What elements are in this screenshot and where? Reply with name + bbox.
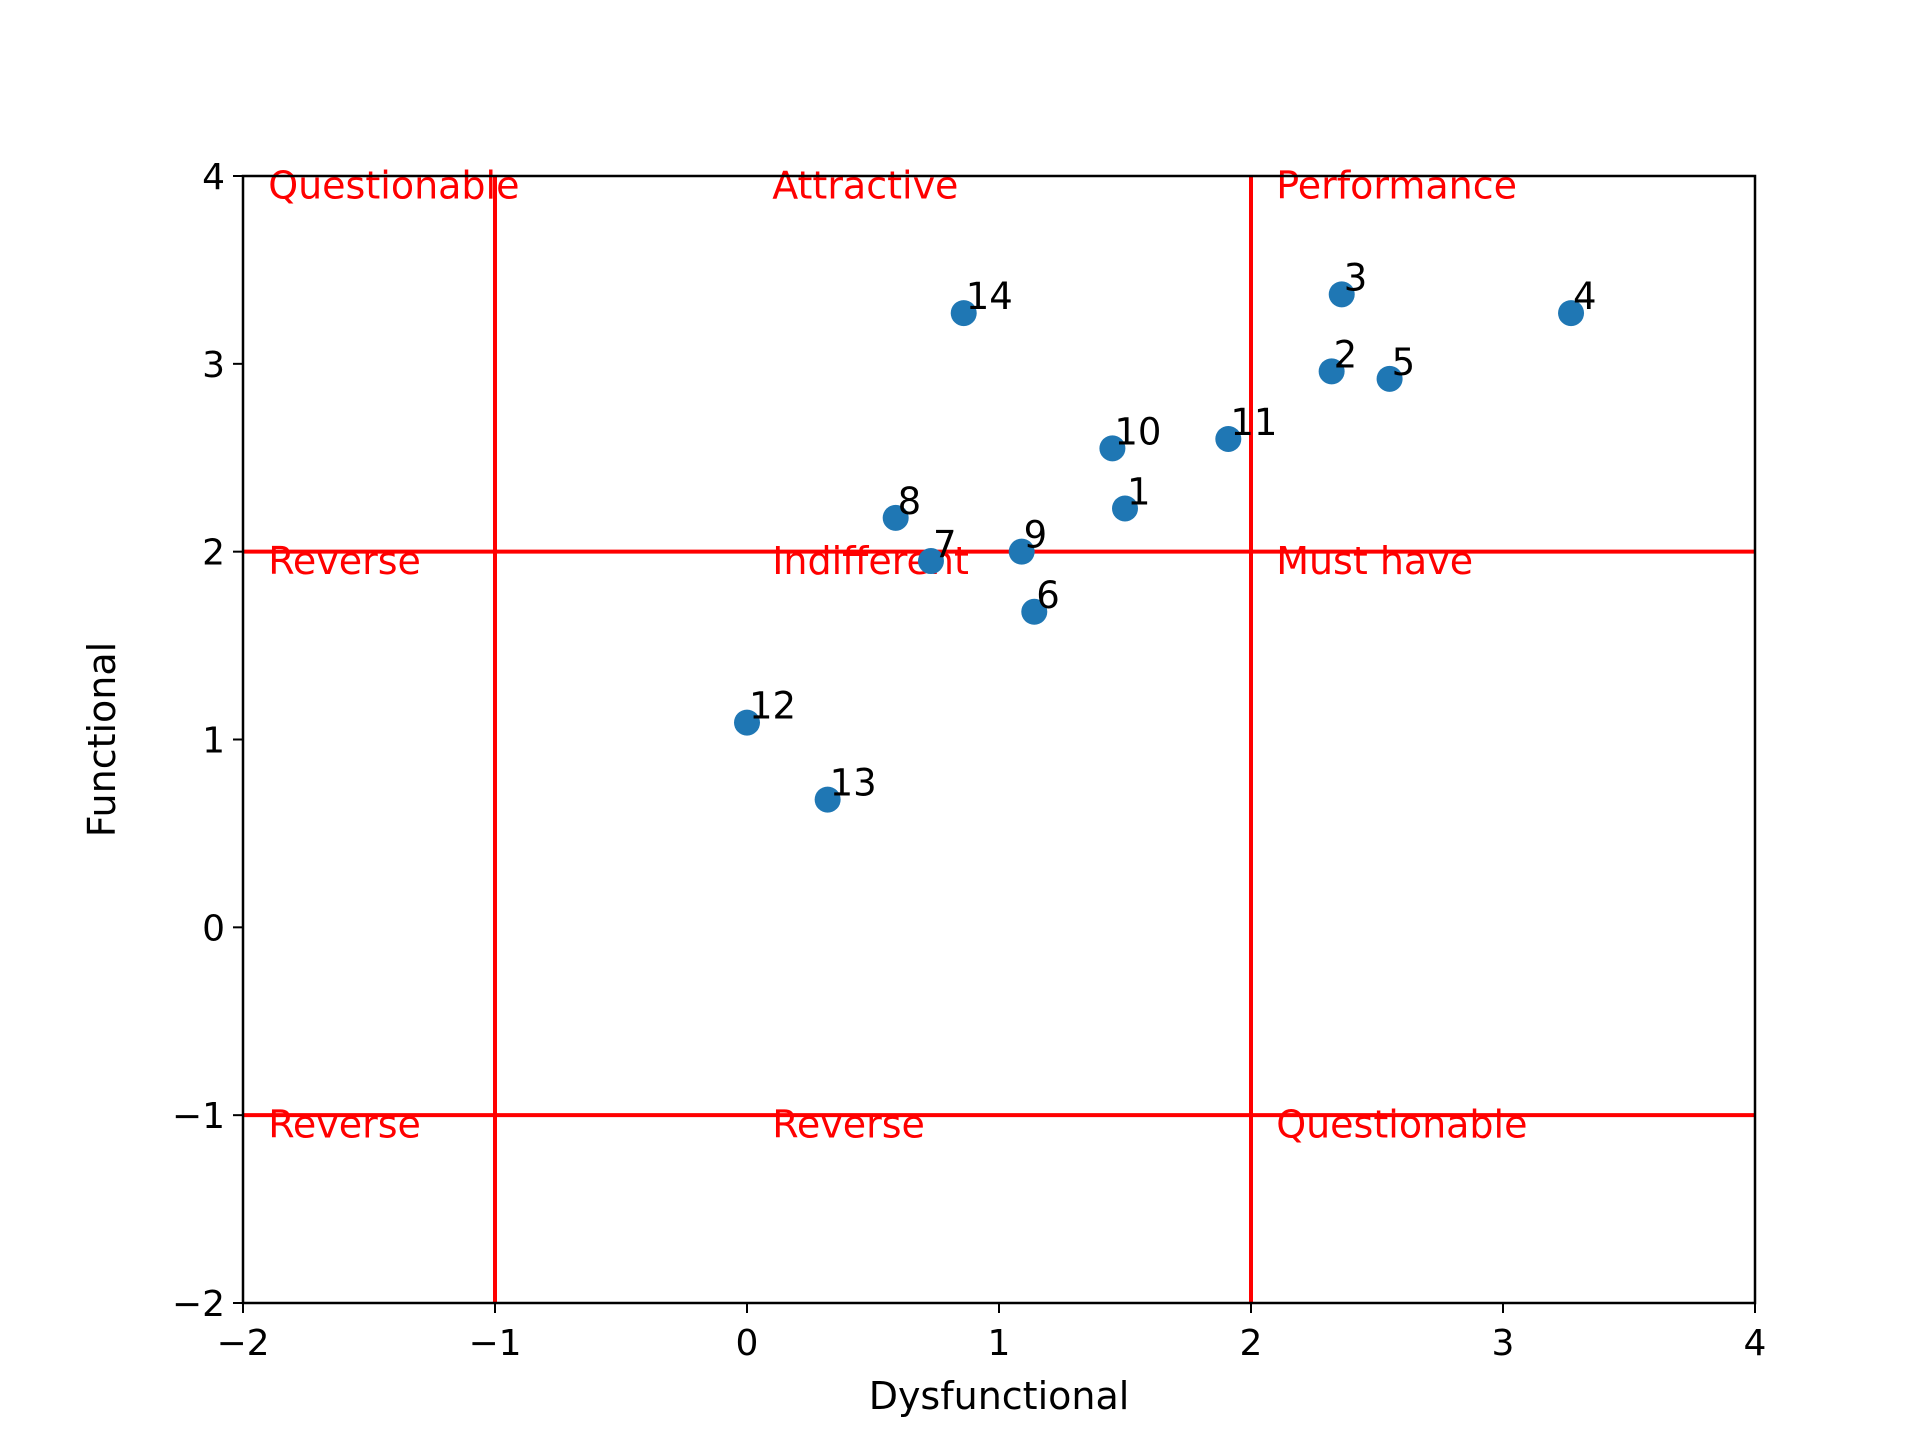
region-label: Performance xyxy=(1276,164,1517,208)
x-tick-label: −1 xyxy=(468,1323,521,1364)
point-label: 12 xyxy=(749,685,796,728)
data-point xyxy=(950,300,977,327)
data-point xyxy=(917,548,944,575)
data-point xyxy=(734,709,760,736)
x-tick-label: 3 xyxy=(1492,1323,1515,1364)
data-point xyxy=(814,786,841,813)
point-label: 1 xyxy=(1127,470,1151,513)
data-point xyxy=(1558,300,1585,327)
point-label: 4 xyxy=(1573,275,1597,318)
point-label: 13 xyxy=(830,762,877,805)
data-point xyxy=(882,504,909,531)
y-tick-label: −1 xyxy=(172,1096,225,1137)
y-tick-label: −2 xyxy=(172,1284,225,1325)
region-label: Questionable xyxy=(268,164,519,208)
region-label: Attractive xyxy=(772,164,958,208)
y-tick-label: 1 xyxy=(202,721,225,762)
point-label: 6 xyxy=(1036,574,1060,617)
y-tick-label: 3 xyxy=(202,345,225,386)
x-tick-label: 1 xyxy=(988,1323,1011,1364)
point-label: 9 xyxy=(1024,514,1048,557)
point-label: 2 xyxy=(1334,333,1358,376)
data-points xyxy=(734,281,1585,813)
reference-lines xyxy=(243,176,1755,1303)
point-label: 14 xyxy=(966,275,1013,318)
data-point xyxy=(1008,538,1035,565)
y-tick-label: 0 xyxy=(202,908,225,949)
region-label: Reverse xyxy=(772,1103,925,1147)
point-label: 10 xyxy=(1114,410,1161,453)
region-label: Must have xyxy=(1276,539,1473,583)
x-tick-label: 4 xyxy=(1744,1323,1767,1364)
x-tick-label: 0 xyxy=(736,1323,759,1364)
region-label: Reverse xyxy=(268,1103,421,1147)
x-axis-title: Dysfunctional xyxy=(869,1374,1130,1418)
data-point xyxy=(1099,435,1126,462)
data-point xyxy=(1215,425,1242,452)
y-tick-label: 2 xyxy=(202,533,225,574)
point-label: 11 xyxy=(1230,401,1277,444)
data-point xyxy=(1021,598,1048,625)
point-label: 8 xyxy=(898,480,922,523)
x-tick-label: −2 xyxy=(216,1323,269,1364)
point-label: 5 xyxy=(1392,341,1416,384)
x-axis-ticks: −2 −1 0 1 2 3 4 xyxy=(216,1303,1766,1364)
y-axis-ticks: −2 −1 0 1 2 3 4 xyxy=(172,157,243,1325)
region-label: Reverse xyxy=(268,539,421,583)
region-labels: Questionable Attractive Performance Reverse… xyxy=(268,164,1527,1147)
point-label: 3 xyxy=(1344,256,1368,299)
data-point xyxy=(1328,281,1355,308)
data-point xyxy=(1318,358,1345,385)
data-point xyxy=(1112,495,1138,522)
data-point xyxy=(1376,365,1403,392)
region-label: Questionable xyxy=(1276,1103,1527,1147)
y-tick-label: 4 xyxy=(202,157,225,198)
point-label: 7 xyxy=(933,523,957,566)
x-tick-label: 2 xyxy=(1240,1323,1263,1364)
y-axis-title: Functional xyxy=(80,642,124,837)
